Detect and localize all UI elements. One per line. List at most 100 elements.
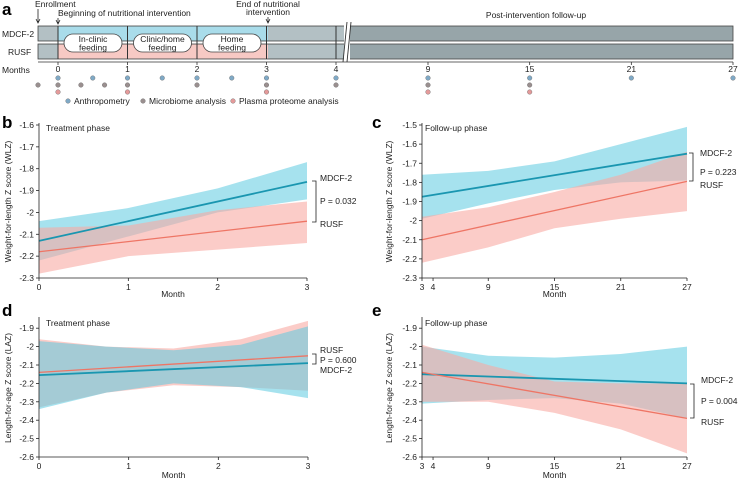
y-tick-label: -2.5 bbox=[19, 434, 34, 444]
y-tick-label: -2.2 bbox=[402, 378, 417, 388]
microbiome-sample-dot bbox=[102, 82, 108, 88]
anthropometry-sample-dot bbox=[55, 75, 61, 81]
anthropometry-sample-dot bbox=[527, 75, 533, 81]
y-axis-label: Length-for-age Z score (LAZ) bbox=[3, 333, 13, 443]
panel-title: Follow-up phase bbox=[425, 318, 488, 328]
end-arrow bbox=[265, 17, 271, 24]
phase-box bbox=[133, 33, 192, 53]
enrollment-arrow bbox=[35, 9, 41, 24]
rusf-confidence-band bbox=[39, 201, 307, 274]
mdcf2-regression-line bbox=[421, 152, 688, 198]
axis-break bbox=[344, 22, 350, 64]
panel-letter-a: a bbox=[2, 0, 12, 19]
anthropometry-sample-dot bbox=[124, 75, 130, 81]
x-tick-label: 9 bbox=[486, 461, 491, 471]
phase-label: feeding bbox=[149, 43, 177, 53]
phase-label: feeding bbox=[79, 43, 107, 53]
phase-label: Home bbox=[221, 34, 244, 44]
y-tick-label: -1.9 bbox=[402, 323, 417, 333]
y-tick-label: -1.7 bbox=[402, 158, 417, 168]
y-tick-label: -2.1 bbox=[19, 360, 34, 370]
microbiome-sample-dot bbox=[264, 82, 270, 88]
x-tick-label: 3 bbox=[305, 282, 310, 292]
months-label: Months bbox=[2, 65, 30, 75]
p-value-label: P = 0.004 bbox=[701, 396, 738, 406]
anthropometry-sample-dot bbox=[628, 75, 634, 81]
x-tick-label: 3 bbox=[420, 282, 425, 292]
y-tick-label: -2.3 bbox=[19, 397, 34, 407]
arm-label-mdcf2: MDCF-2 bbox=[2, 29, 34, 39]
series-label-rusf: RUSF bbox=[700, 180, 723, 190]
month-tick-label: 2 bbox=[195, 64, 200, 74]
axis-break-line bbox=[346, 21, 352, 63]
y-tick-label: -1.9 bbox=[19, 186, 34, 196]
y-tick-label: -2.2 bbox=[19, 378, 34, 388]
y-axis-label: Weight-for-length Z score (WLZ) bbox=[3, 140, 13, 262]
phase-label: feeding bbox=[218, 43, 246, 53]
post-intervention-rusf bbox=[268, 44, 346, 59]
panel-letter-b: b bbox=[2, 113, 12, 132]
panel-letter-e: e bbox=[372, 301, 381, 320]
month-tick-label: 0 bbox=[56, 64, 61, 74]
panel-title: Treatment phase bbox=[46, 318, 110, 328]
panel-b bbox=[36, 123, 317, 281]
y-tick-label: -2.3 bbox=[402, 273, 417, 283]
rusf-confidence-band bbox=[422, 344, 687, 454]
x-tick-label: 15 bbox=[550, 282, 560, 292]
y-axis-label: Length-for-age Z score (LAZ) bbox=[384, 333, 394, 443]
plasma-proteome-sample-dot bbox=[264, 89, 270, 95]
y-tick-label: -2.3 bbox=[19, 273, 34, 283]
microbiome-sample-dot bbox=[78, 82, 84, 88]
x-tick-label: 1 bbox=[126, 461, 131, 471]
p-value-label: P = 0.223 bbox=[700, 167, 737, 177]
axis-break-line bbox=[342, 21, 348, 63]
legend-label: Anthropometry bbox=[74, 96, 130, 106]
month-tick-label: 3 bbox=[264, 64, 269, 74]
microbiome-sample-dot bbox=[35, 82, 41, 88]
y-tick-label: -2 bbox=[409, 342, 417, 352]
rusf-regression-line bbox=[38, 355, 309, 374]
x-tick-label: 3 bbox=[420, 461, 425, 471]
panel-letter-d: d bbox=[2, 301, 12, 320]
x-tick-label: 21 bbox=[616, 282, 626, 292]
x-tick-label: 15 bbox=[550, 461, 560, 471]
x-tick-label: 2 bbox=[215, 282, 220, 292]
x-axis-label: Month bbox=[543, 470, 567, 480]
plasma-proteome-sample-dot bbox=[55, 89, 61, 95]
series-label-rusf: RUSF bbox=[320, 219, 343, 229]
anthropometry-sample-dot bbox=[264, 75, 270, 81]
y-tick-label: -1.7 bbox=[19, 142, 34, 152]
y-tick-label: -1.8 bbox=[402, 177, 417, 187]
followup-label: Post-intervention follow-up bbox=[486, 10, 586, 20]
x-tick-label: 4 bbox=[431, 282, 436, 292]
plasma-proteome-sample-dot bbox=[527, 89, 533, 95]
post-intervention-mdcf2 bbox=[268, 26, 346, 41]
y-tick-label: -2.1 bbox=[402, 360, 417, 370]
y-tick-label: -1.5 bbox=[402, 120, 417, 130]
mdcf2-confidence-band bbox=[39, 326, 308, 410]
anthropometry-sample-dot bbox=[229, 75, 235, 81]
pre-intervention-rusf bbox=[38, 44, 58, 59]
arm-label-rusf: RUSF bbox=[8, 47, 31, 57]
p-value-label: P = 0.600 bbox=[320, 355, 357, 365]
anthropometry-sample-dot bbox=[90, 75, 96, 81]
y-tick-label: -1.9 bbox=[402, 197, 417, 207]
legend-marker bbox=[230, 98, 236, 104]
y-tick-label: -1.9 bbox=[19, 323, 34, 333]
series-label-mdcf2: MDCF-2 bbox=[701, 375, 733, 385]
anthropometry-sample-dot bbox=[159, 75, 165, 81]
x-axis-label: Month bbox=[161, 289, 185, 299]
y-tick-label: -2.5 bbox=[402, 434, 417, 444]
p-value-label: P = 0.032 bbox=[320, 196, 357, 206]
month-tick-label: 27 bbox=[728, 64, 738, 74]
x-tick-label: 27 bbox=[682, 282, 692, 292]
microbiome-sample-dot bbox=[333, 82, 339, 88]
phase-box bbox=[202, 33, 262, 53]
panel-title: Follow-up phase bbox=[425, 123, 488, 133]
x-tick-label: 4 bbox=[431, 461, 436, 471]
significance-bracket bbox=[312, 180, 317, 223]
y-tick-label: -2.4 bbox=[19, 415, 34, 425]
legend-label: Plasma proteome analysis bbox=[239, 96, 339, 106]
y-tick-label: -2.4 bbox=[402, 415, 417, 425]
significance-bracket bbox=[690, 383, 695, 419]
